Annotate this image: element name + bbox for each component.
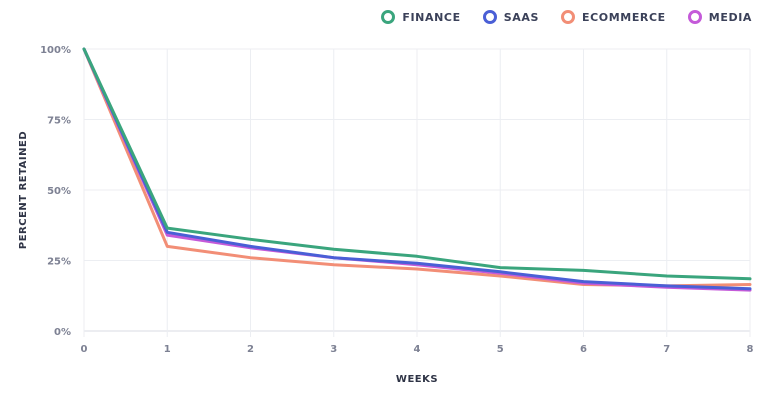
y-axis-title: PERCENT RETAINED <box>18 131 29 249</box>
x-tick-label: 7 <box>663 344 670 355</box>
x-tick-label: 8 <box>747 344 754 355</box>
x-tick-label: 1 <box>164 344 171 355</box>
x-tick-label: 3 <box>330 344 337 355</box>
x-tick-label: 5 <box>497 344 504 355</box>
legend-item-ecommerce[interactable]: ECOMMERCE <box>560 10 666 24</box>
legend-label: FINANCE <box>402 10 461 24</box>
series-lines <box>82 47 752 292</box>
legend-marker-icon <box>560 10 575 24</box>
y-tick-label: 0% <box>54 327 71 338</box>
legend-label: SAAS <box>503 10 539 24</box>
tick-labels: 0% 25% 50% 75% 100% 0 1 2 3 4 5 6 7 8 <box>40 45 753 355</box>
grid-lines <box>83 48 751 337</box>
legend-item-finance[interactable]: FINANCE <box>381 10 460 24</box>
x-tick-label: 4 <box>414 344 421 355</box>
series-line-finance <box>82 47 752 281</box>
x-tick-label: 0 <box>81 344 88 355</box>
y-tick-label: 100% <box>40 45 71 56</box>
legend-label: ECOMMERCE <box>581 10 666 24</box>
legend-item-media[interactable]: MEDIA <box>687 10 752 24</box>
chart-legend: FINANCE SAAS ECOMMERCE MEDIA <box>381 10 752 24</box>
y-tick-label: 25% <box>47 257 71 268</box>
x-tick-label: 6 <box>580 344 587 355</box>
legend-marker-icon <box>381 10 396 24</box>
legend-label: MEDIA <box>708 10 752 24</box>
x-tick-label: 2 <box>247 344 254 355</box>
series-line-saas <box>82 47 752 291</box>
y-tick-label: 50% <box>47 186 71 197</box>
legend-item-saas[interactable]: SAAS <box>482 10 539 24</box>
y-tick-label: 75% <box>47 116 71 127</box>
x-axis-title: WEEKS <box>396 374 438 385</box>
legend-marker-icon <box>687 10 702 24</box>
legend-marker-icon <box>482 10 497 24</box>
